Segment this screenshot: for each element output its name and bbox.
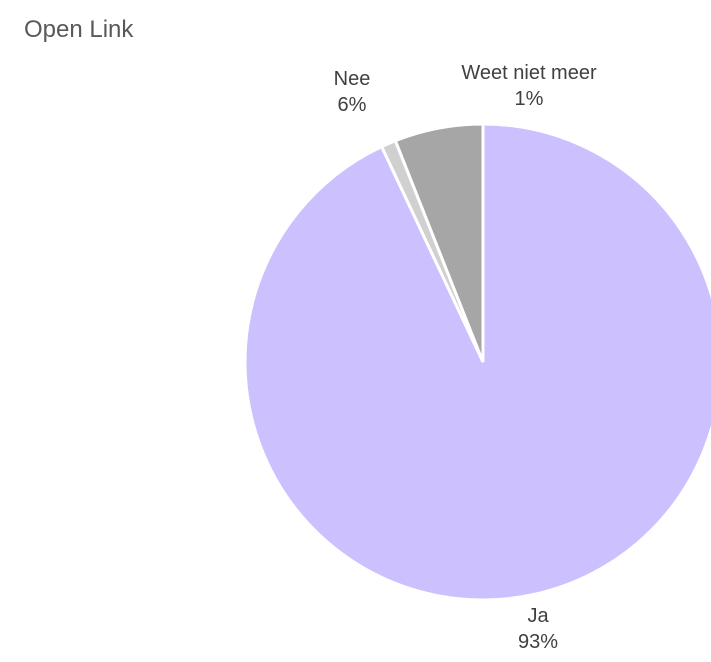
slice-label-ja-percent: 93% bbox=[517, 631, 559, 653]
slice-label-weet-niet-meer: Weet niet meer 1% bbox=[461, 60, 596, 112]
slice-label-weet-niet-meer-name: Weet niet meer bbox=[461, 62, 597, 84]
slice-label-ja: Ja 93% bbox=[518, 603, 558, 655]
pie-slice-nee bbox=[393, 122, 485, 363]
slice-label-ja-name: Ja bbox=[527, 605, 549, 627]
slice-label-weet-niet-meer-percent: 1% bbox=[514, 88, 544, 110]
pie-slice-ja bbox=[243, 122, 711, 602]
slice-label-nee: Nee 6% bbox=[334, 66, 371, 118]
slice-label-nee-percent: 6% bbox=[337, 94, 367, 116]
slice-label-nee-name: Nee bbox=[333, 68, 371, 90]
chart-title: Open Link bbox=[24, 16, 134, 43]
